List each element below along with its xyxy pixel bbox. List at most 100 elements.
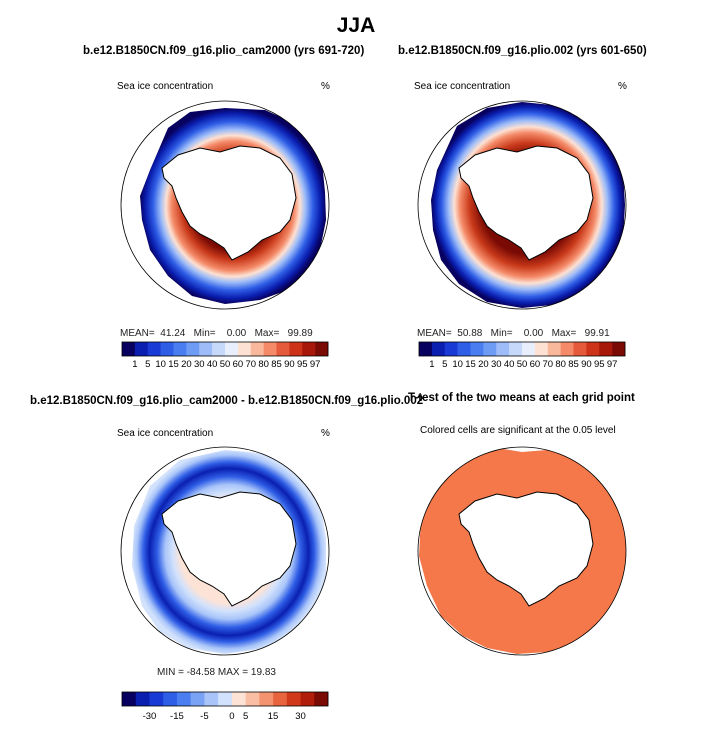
panel2-left-label: Sea ice concentration <box>414 81 511 92</box>
colorbar-tick-label: 15 <box>267 711 279 722</box>
colorbar-tick-label: -30 <box>142 711 157 722</box>
panel3-colorbar-labels: -30 -15 -5 0 5 15 30 <box>122 711 328 723</box>
panel1-stats: MEAN= 41.24 Min= 0.00 Max= 99.89 <box>120 328 313 339</box>
panel4-title: T-test of the two means at each grid poi… <box>408 392 635 404</box>
colorbar-tick-label: 20 <box>181 359 192 370</box>
colorbar-tick-label: 80 <box>555 359 566 370</box>
panel2-right-label: % <box>618 81 627 92</box>
colorbar-swatch <box>134 342 149 356</box>
colorbar-swatch <box>273 692 288 706</box>
colorbar-tick-label: 85 <box>271 359 282 370</box>
colorbar-swatch <box>212 342 226 356</box>
colorbar-tick-label: -15 <box>170 711 184 722</box>
colorbar-swatch <box>122 692 137 706</box>
colorbar-swatch <box>231 692 246 706</box>
colorbar-swatch <box>163 692 178 706</box>
colorbar-tick-label: 1 <box>132 359 138 370</box>
colorbar-tick-label: 5 <box>242 711 249 722</box>
colorbar-border <box>121 341 329 357</box>
colorbar-swatch <box>470 342 484 356</box>
colorbar-tick-label: 5 <box>442 359 448 370</box>
panel1-colorbar-labels: 1 5 10 15 20 30 40 50 60 70 80 85 90 95 97 <box>122 359 328 371</box>
panel3-antarctica-outline <box>161 491 297 607</box>
colorbar-tick-label: 90 <box>581 359 592 370</box>
colorbar-tick-label: -5 <box>200 711 209 722</box>
colorbar-swatch <box>300 692 315 706</box>
colorbar-swatch <box>173 342 187 356</box>
colorbar-swatch <box>496 342 510 356</box>
colorbar-swatch <box>522 342 536 356</box>
colorbar-tick-label: 10 <box>155 359 166 370</box>
colorbar-tick-label: 60 <box>232 359 244 370</box>
colorbar-swatch <box>286 692 301 706</box>
colorbar-swatch <box>444 342 458 356</box>
colorbar-swatch <box>560 342 574 356</box>
colorbar-tick-label: 85 <box>568 359 579 370</box>
colorbar-tick-label: 15 <box>168 359 179 370</box>
colorbar-tick-label: 1 <box>429 359 435 370</box>
colorbar-swatch <box>302 342 316 356</box>
colorbar-swatch <box>204 692 219 706</box>
panel3-colorbar <box>121 691 329 707</box>
colorbar-tick-label: 15 <box>465 359 476 370</box>
panel4-antarctica-outline <box>458 491 594 607</box>
colorbar-tick-label: 30 <box>490 359 502 370</box>
panel3-polar-map <box>120 446 330 656</box>
colorbar-tick-label: 80 <box>258 359 269 370</box>
colorbar-tick-label: 5 <box>145 359 151 370</box>
colorbar-swatch <box>457 342 471 356</box>
colorbar-tick-label: 50 <box>219 359 231 370</box>
colorbar-swatch <box>149 692 164 706</box>
colorbar-swatch <box>509 342 523 356</box>
colorbar-swatch <box>190 692 205 706</box>
colorbar-swatch <box>147 342 161 356</box>
colorbar-tick-label: 30 <box>193 359 205 370</box>
colorbar-swatch <box>218 692 233 706</box>
panel1-right-label: % <box>321 81 330 92</box>
colorbar-swatch <box>483 342 497 356</box>
colorbar-tick-label: 10 <box>452 359 463 370</box>
colorbar-swatch <box>573 342 587 356</box>
colorbar-tick-label: 90 <box>284 359 295 370</box>
colorbar-swatch <box>547 342 561 356</box>
colorbar-border <box>418 341 626 357</box>
colorbar-swatch <box>225 342 239 356</box>
colorbar-tick-label: 50 <box>516 359 528 370</box>
colorbar-swatch <box>419 342 433 356</box>
panel2-antarctica-outline <box>458 145 594 261</box>
panel4-polar-map <box>417 446 627 656</box>
panel2-stats: MEAN= 50.88 Min= 0.00 Max= 99.91 <box>417 328 610 339</box>
colorbar-tick-label: 0 <box>229 711 235 722</box>
colorbar-swatch <box>276 342 290 356</box>
colorbar-swatch <box>160 342 174 356</box>
colorbar-swatch <box>289 342 303 356</box>
colorbar-swatch <box>599 342 613 356</box>
colorbar-tick-label: 40 <box>503 359 515 370</box>
panel1-left-label: Sea ice concentration <box>117 81 214 92</box>
colorbar-swatch <box>135 692 150 706</box>
panel1-polar-map <box>120 100 330 310</box>
panel3-right-label: % <box>321 428 330 439</box>
panel1-antarctica-outline <box>161 145 297 261</box>
panel1-title: b.e12.B1850CN.f09_g16.plio_cam2000 (yrs … <box>83 45 365 57</box>
colorbar-swatch <box>263 342 277 356</box>
colorbar-swatch <box>245 692 260 706</box>
panel2-colorbar <box>418 341 626 357</box>
colorbar-tick-label: 97 <box>309 359 321 370</box>
panel2-title: b.e12.B1850CN.f09_g16.plio.002 (yrs 601-… <box>398 45 647 57</box>
figure-title: JJA <box>336 14 376 37</box>
colorbar-tick-label: 40 <box>206 359 218 370</box>
colorbar-swatch <box>431 342 446 356</box>
colorbar-swatch <box>186 342 200 356</box>
colorbar-swatch <box>534 342 549 356</box>
colorbar-tick-label: 95 <box>296 359 308 370</box>
panel1-colorbar <box>121 341 329 357</box>
colorbar-swatch <box>314 692 329 706</box>
colorbar-swatch <box>586 342 600 356</box>
colorbar-tick-label: 70 <box>542 359 554 370</box>
colorbar-tick-label: 70 <box>245 359 257 370</box>
panel4-subtitle: Colored cells are significant at the 0.0… <box>420 425 616 436</box>
colorbar-swatch <box>250 342 264 356</box>
panel2-colorbar-labels: 1 5 10 15 20 30 40 50 60 70 80 85 90 95 97 <box>419 359 625 371</box>
colorbar-tick-label: 95 <box>593 359 605 370</box>
